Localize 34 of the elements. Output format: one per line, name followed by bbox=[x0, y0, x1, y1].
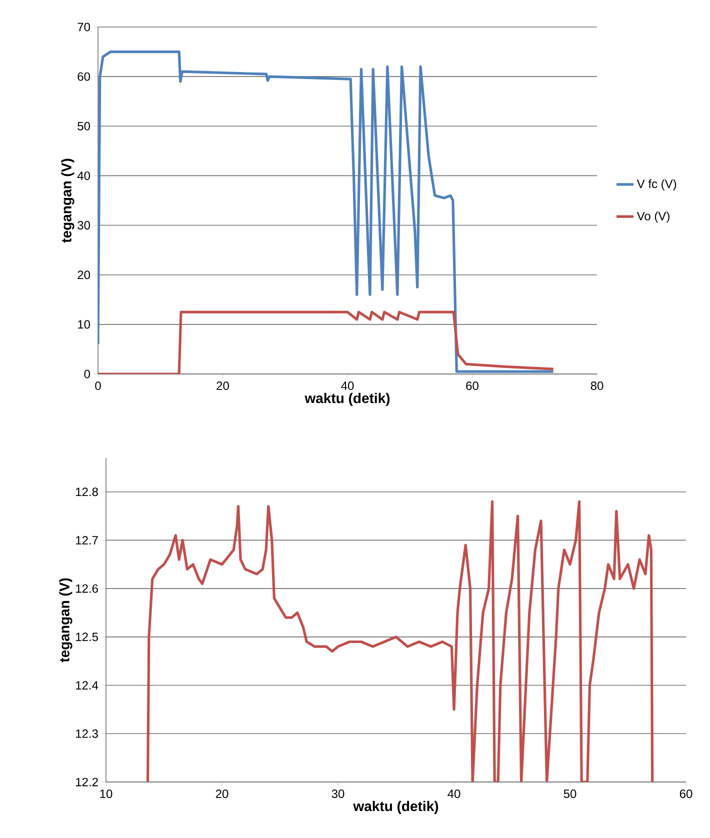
x-tick-label: 30 bbox=[332, 790, 344, 798]
y-tick-label: 12.6 bbox=[76, 584, 98, 593]
x-tick-label: 50 bbox=[564, 790, 576, 798]
y-tick-label: 12.3 bbox=[76, 729, 98, 738]
x-tick-label: 80 bbox=[590, 382, 604, 390]
legend-label: V fc (V) bbox=[636, 179, 676, 190]
legend-label: Vo (V) bbox=[636, 212, 670, 223]
y-tick-label: 70 bbox=[78, 22, 90, 32]
x-tick-label: 10 bbox=[100, 790, 112, 798]
y-tick-label: 12.8 bbox=[76, 488, 98, 496]
x-tick-label: 40 bbox=[341, 382, 354, 390]
y-tick-label: 60 bbox=[78, 72, 90, 81]
line-series bbox=[146, 500, 654, 782]
x-axis-title: waktu (detik) bbox=[304, 392, 390, 406]
y-tick-label: 12.4 bbox=[76, 681, 98, 690]
y-axis-title: tegangan (V) bbox=[59, 578, 72, 662]
y-tick-label: 50 bbox=[78, 122, 90, 130]
y-tick-label: 12.2 bbox=[76, 778, 98, 786]
y-tick-label: 12.7 bbox=[76, 536, 98, 544]
y-tick-label: 0 bbox=[84, 370, 90, 378]
x-axis-title: waktu (detik) bbox=[353, 800, 438, 814]
y-tick-label: 10 bbox=[78, 320, 90, 329]
y-axis-title: tegangan (V) bbox=[61, 158, 74, 243]
y-tick-label: 30 bbox=[78, 221, 90, 230]
x-tick-label: 20 bbox=[216, 382, 229, 390]
x-tick-label: 40 bbox=[448, 790, 460, 798]
y-tick-label: 40 bbox=[77, 171, 90, 180]
x-tick-label: 60 bbox=[680, 790, 692, 798]
line-series bbox=[98, 50, 555, 373]
y-tick-label: 12.5 bbox=[76, 632, 98, 642]
x-tick-label: 20 bbox=[216, 790, 228, 798]
y-tick-label: 20 bbox=[78, 270, 90, 280]
line-series bbox=[98, 310, 555, 374]
x-tick-label: 60 bbox=[466, 382, 478, 390]
